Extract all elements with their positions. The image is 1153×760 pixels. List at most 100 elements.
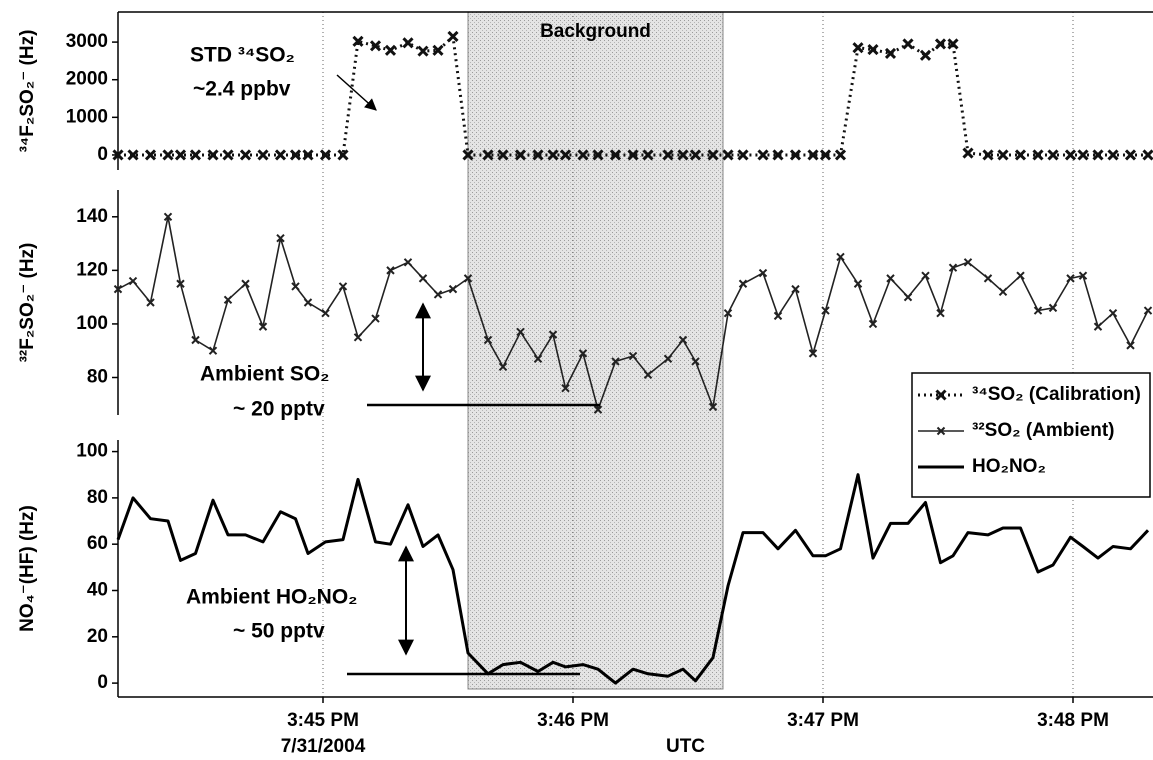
marker xyxy=(819,149,832,161)
marker xyxy=(338,282,348,291)
marker xyxy=(1126,341,1135,350)
marker xyxy=(1142,149,1153,161)
marker xyxy=(689,149,702,161)
y-tick-label: 80 xyxy=(87,487,108,508)
marker xyxy=(113,284,123,294)
marker xyxy=(577,149,589,161)
y-tick-label: 0 xyxy=(97,672,108,693)
y-tick-label: 60 xyxy=(87,533,108,554)
annotation: ~ 20 pptv xyxy=(233,398,325,421)
marker xyxy=(548,330,558,339)
marker xyxy=(1014,149,1027,161)
marker xyxy=(853,279,863,288)
marker xyxy=(176,279,185,288)
y-tick-label: 0 xyxy=(97,144,108,165)
x-tick-label: 3:47 PM xyxy=(787,710,859,731)
marker xyxy=(1108,309,1118,318)
x-axis-title: UTC xyxy=(666,736,705,757)
annotation: Ambient SO₂ xyxy=(200,363,330,386)
marker xyxy=(593,405,603,414)
marker xyxy=(1143,306,1153,315)
marker xyxy=(1032,149,1044,161)
marker xyxy=(417,45,429,57)
marker xyxy=(482,149,494,161)
marker xyxy=(321,309,330,318)
marker xyxy=(982,149,994,161)
annotation: STD ³⁴SO₂ xyxy=(190,44,295,67)
marker xyxy=(303,298,313,307)
y-tick-label: 3000 xyxy=(66,31,108,52)
marker xyxy=(789,149,802,161)
shaded-region xyxy=(467,11,724,690)
marker xyxy=(643,370,653,380)
marker xyxy=(352,35,364,47)
marker xyxy=(274,149,287,161)
marker xyxy=(532,149,544,161)
annotation: ~2.4 ppbv xyxy=(193,78,291,101)
marker xyxy=(998,287,1008,296)
marker xyxy=(757,149,769,161)
marker xyxy=(936,309,945,318)
marker xyxy=(514,149,527,161)
marker xyxy=(834,149,847,161)
marker xyxy=(903,292,913,302)
legend-label: ³²SO₂ (Ambient) xyxy=(972,420,1114,441)
legend-box xyxy=(911,372,1151,498)
y-axis-title: ³²F₂SO₂⁻ (Hz) xyxy=(17,243,38,363)
legend-label: HO₂NO₂ xyxy=(972,456,1046,477)
marker xyxy=(418,274,428,283)
y-tick-label: 100 xyxy=(76,313,108,334)
marker xyxy=(962,147,974,159)
marker xyxy=(191,335,200,345)
marker xyxy=(403,258,413,267)
marker xyxy=(628,351,638,361)
marker xyxy=(738,279,748,288)
shade-layer xyxy=(467,11,724,690)
marker xyxy=(561,384,570,393)
marker xyxy=(997,149,1009,161)
marker xyxy=(868,319,878,329)
marker xyxy=(447,30,459,43)
marker xyxy=(223,295,233,305)
marker xyxy=(722,149,734,161)
marker xyxy=(241,279,250,288)
marker xyxy=(1077,149,1089,161)
marker xyxy=(302,149,314,161)
marker xyxy=(737,149,749,161)
marker xyxy=(163,212,173,221)
y-tick-label: 100 xyxy=(76,441,108,462)
marker xyxy=(821,306,830,315)
marker xyxy=(708,402,718,412)
series-line xyxy=(116,473,1150,685)
marker xyxy=(291,282,300,291)
marker xyxy=(852,42,864,54)
marker xyxy=(289,149,302,161)
marker xyxy=(983,274,993,283)
marker xyxy=(337,149,349,161)
marker xyxy=(127,149,139,161)
legend-label: ³⁴SO₂ (Calibration) xyxy=(972,384,1141,405)
marker xyxy=(791,284,800,294)
annotation: Ambient HO₂NO₂ xyxy=(186,586,358,609)
y-tick-label: 80 xyxy=(87,367,108,388)
marker xyxy=(691,357,700,366)
shaded-label: Background xyxy=(540,21,651,42)
marker xyxy=(498,362,508,371)
marker xyxy=(677,149,689,161)
x-tick-label: 3:46 PM xyxy=(537,710,609,731)
marker xyxy=(222,149,234,161)
marker xyxy=(162,149,174,161)
date-label: 7/31/2004 xyxy=(281,736,366,757)
marker xyxy=(609,149,622,161)
legend-marker xyxy=(935,389,947,401)
marker xyxy=(1066,274,1075,283)
x-tick-label: 3:48 PM xyxy=(1037,710,1109,731)
marker xyxy=(112,149,124,161)
legend-marker xyxy=(936,426,946,436)
marker xyxy=(807,149,819,161)
marker xyxy=(592,149,604,161)
marker xyxy=(386,266,395,275)
marker xyxy=(384,44,397,56)
marker xyxy=(448,284,458,294)
